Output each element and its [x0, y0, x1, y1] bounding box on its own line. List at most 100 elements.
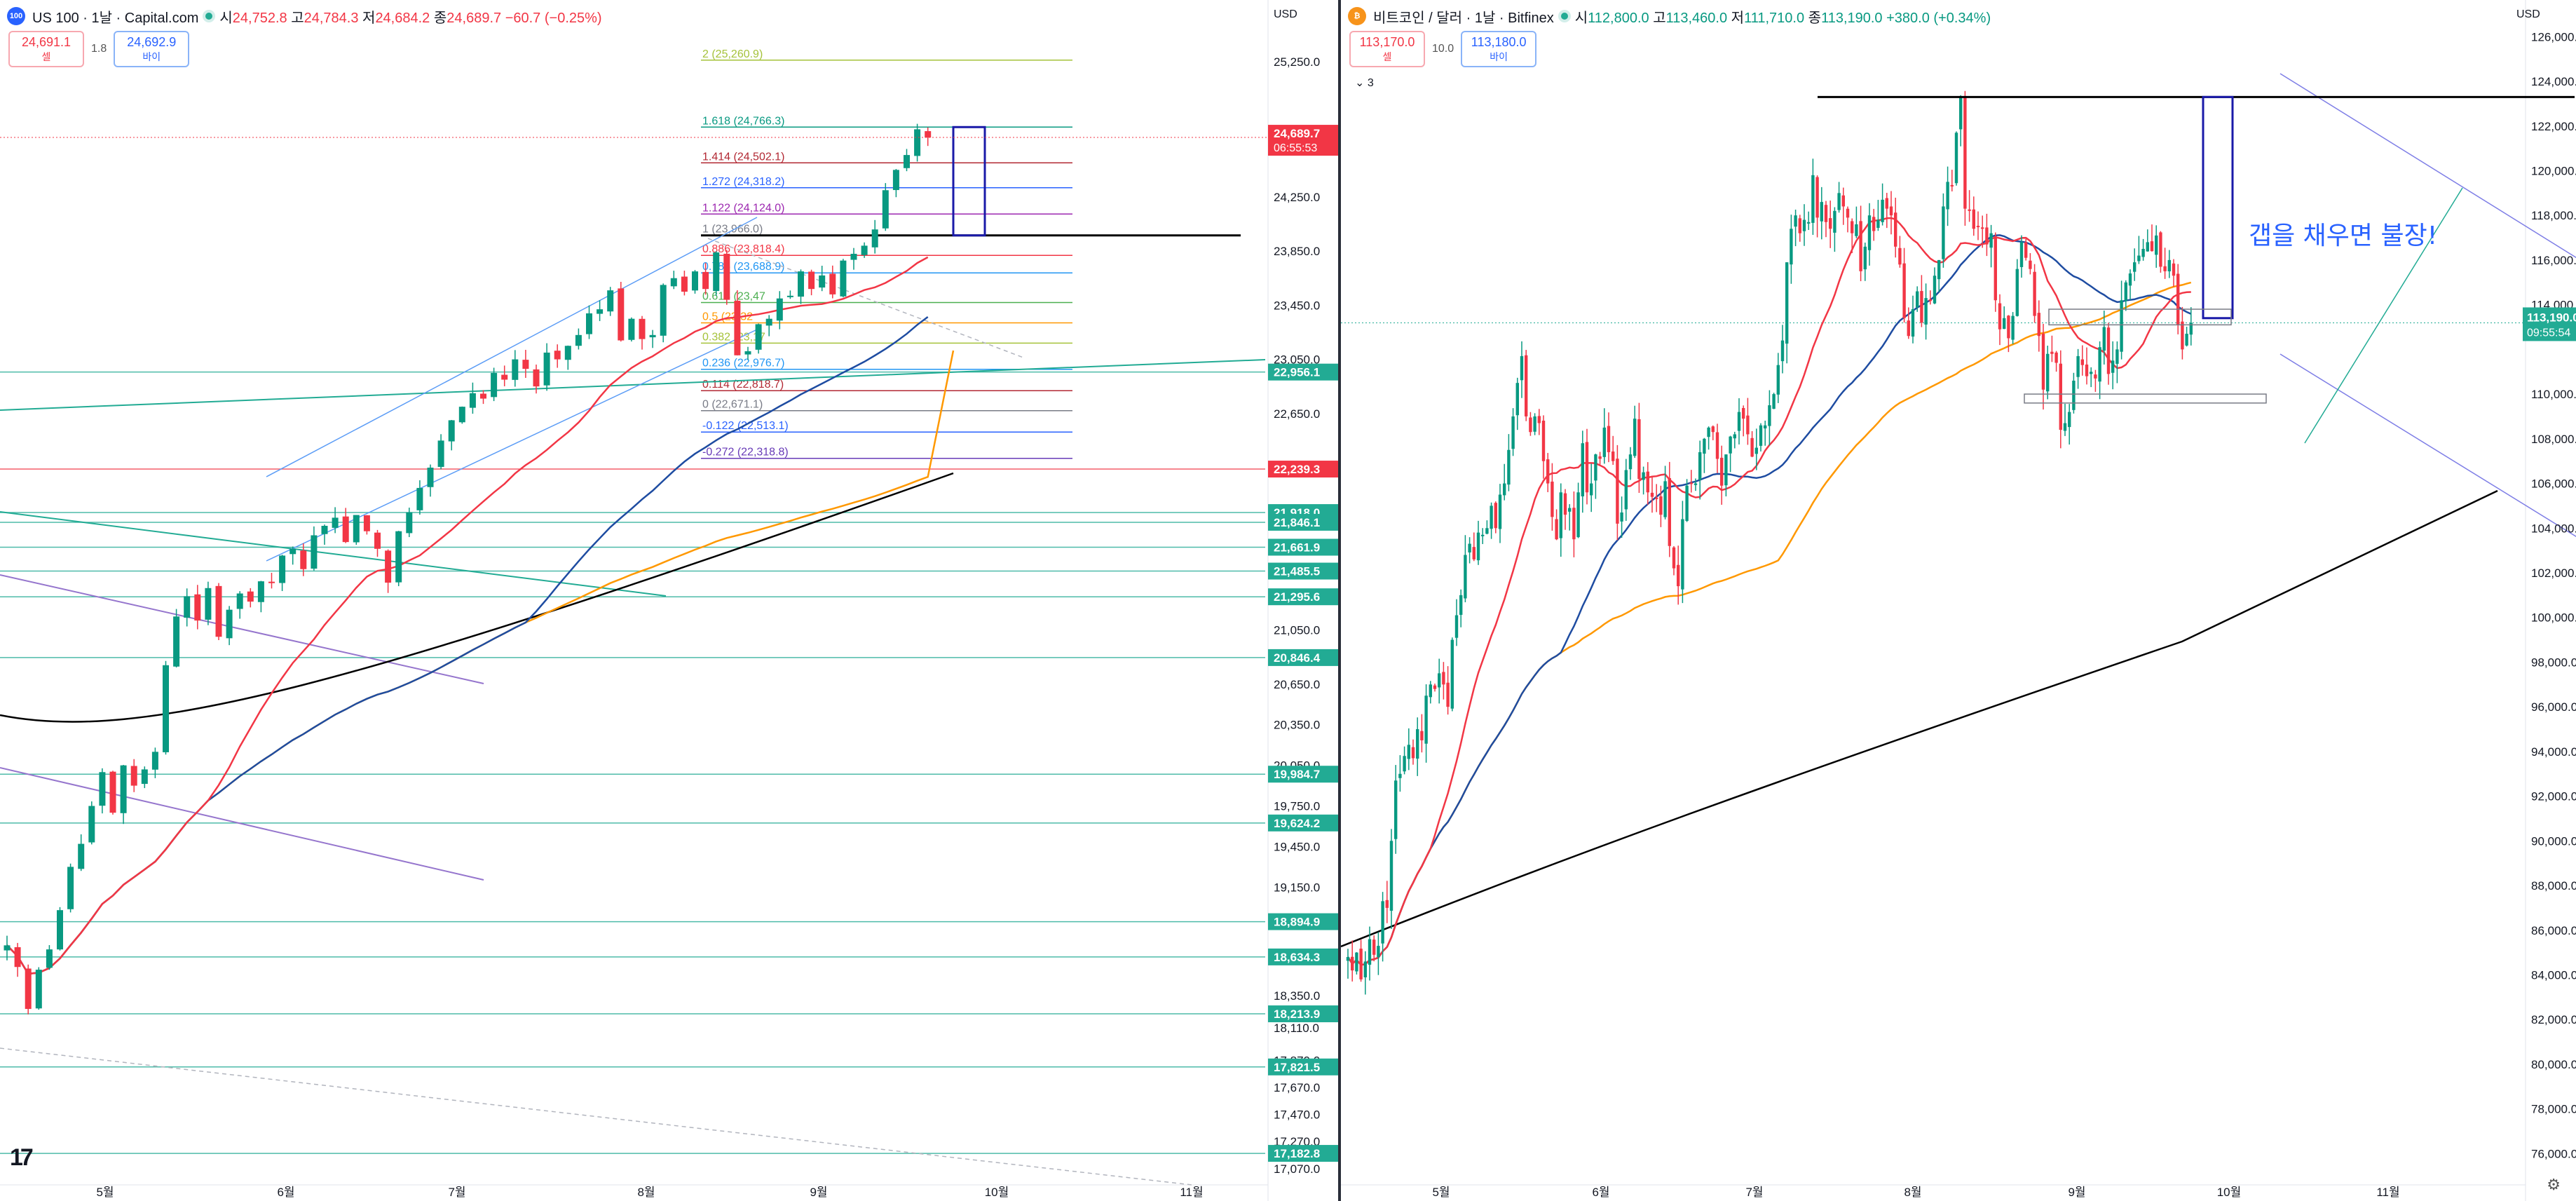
candle-body [427, 467, 434, 487]
candle-body [1672, 547, 1676, 569]
candle-body [173, 616, 180, 667]
candle-body [1746, 415, 1750, 435]
candle-body [1585, 442, 1589, 493]
candle-body [1677, 564, 1680, 587]
price-level-tag [1268, 461, 1338, 478]
candle-body [2133, 262, 2137, 272]
price-level-tag-label: 19,624.2 [1274, 817, 1320, 830]
us100-buy-button[interactable]: 24,692.9 바이 [114, 31, 190, 67]
candle-body [1459, 595, 1463, 615]
btc-title[interactable]: 비트코인 / 달러 · 1날 · Bitfinex [1373, 10, 1554, 26]
candle-body [268, 581, 275, 583]
us100-title[interactable]: US 100 · 1날 · Capital.com [32, 10, 199, 26]
candle-body [1616, 459, 1619, 524]
candle-body [1942, 206, 1945, 259]
price-tick-label: 110,000.0 [2531, 388, 2576, 401]
us100-spread: 1.8 [91, 43, 107, 55]
candle-body [2137, 255, 2141, 262]
candle-body [1403, 756, 1406, 772]
us100-currency-label[interactable]: USD [1274, 8, 1297, 20]
candle-body [2102, 327, 2106, 351]
candle-body [1590, 483, 1593, 496]
price-level-tag [1268, 513, 1338, 531]
candle-body [406, 512, 413, 534]
candle-body [1898, 247, 1902, 265]
btc-sell-button[interactable]: 113,170.0 셀 [1349, 31, 1425, 67]
candle-body [1363, 961, 1367, 977]
candle-body [755, 324, 762, 350]
candle-body [1954, 133, 1958, 184]
candle-body [194, 594, 201, 621]
candle-body [2106, 327, 2111, 374]
candle-body [311, 535, 318, 569]
candle-body [1911, 309, 1915, 337]
price-tick-label: 19,450.0 [1274, 840, 1320, 853]
price-tick-label: 122,000.0 [2531, 120, 2576, 133]
price-level-tag-label: 17,182.8 [1274, 1147, 1320, 1160]
ma-100-line [1347, 281, 2192, 966]
candle-body [1946, 182, 1949, 210]
btc-chart-canvas[interactable]: 갭을 채우면 불장! 126,000.0 124,000.0 122,000.0 120… [1341, 0, 2576, 1201]
candle-body [882, 190, 889, 229]
candle-body [226, 609, 233, 639]
candle-body [2155, 235, 2158, 255]
candle-body [1867, 215, 1872, 250]
price-level-tag [1268, 538, 1338, 556]
candle-body [2090, 372, 2093, 374]
countdown-label: 06:55:53 [1274, 142, 1317, 154]
candle-body [904, 155, 910, 168]
candle-body [2011, 315, 2015, 340]
btc-spread: 10.0 [1432, 43, 1454, 55]
btc-buy-button[interactable]: 113,180.0 바이 [1461, 31, 1537, 67]
tradingview-logo[interactable]: 17 [10, 1144, 34, 1171]
btc-currency-label[interactable]: USD [2516, 8, 2540, 20]
candle-body [1529, 417, 1532, 433]
candle-body [1881, 199, 1884, 222]
candle-body [2015, 269, 2019, 316]
trendline [2304, 187, 2463, 444]
price-level-tag [1268, 814, 1338, 832]
indicator-collapse-toggle[interactable]: ⌄ 3 [1355, 77, 1374, 89]
price-tick-label: 88,000.0 [2531, 879, 2576, 893]
fib-level-label: -0.122 (22,513.1) [702, 420, 789, 432]
price-tick-label: 17,670.0 [1274, 1081, 1320, 1094]
candle-body [819, 275, 826, 288]
candle-body [1450, 639, 1454, 709]
candle-body [702, 271, 709, 290]
settings-gear-icon[interactable]: ⚙ [2547, 1176, 2561, 1193]
candle-body [1764, 425, 1767, 429]
trend-projection-dashed [707, 238, 1024, 358]
pane-divider[interactable] [1338, 0, 1341, 1201]
btc-chart-pane[interactable]: 갭을 채우면 불장! 126,000.0 124,000.0 122,000.0 120… [1341, 0, 2576, 1201]
us100-chart-canvas[interactable]: 2 (25,260.9) 1.618 (24,766.3) 1.414 (24,50… [0, 0, 1338, 1201]
candle-body [597, 309, 604, 314]
candle-body [2068, 412, 2071, 428]
fib-level-label: 1.414 (24,502.1) [702, 151, 784, 163]
candle-body [1351, 956, 1354, 971]
us100-chart-pane[interactable]: 2 (25,260.9) 1.618 (24,766.3) 1.414 (24,50… [0, 0, 1338, 1201]
candle-body [1468, 543, 1471, 552]
price-level-tag-label: 17,821.5 [1274, 1061, 1320, 1074]
candle-body [1768, 405, 1771, 426]
candle-body [2054, 352, 2058, 363]
price-tick-label: 118,000.0 [2531, 209, 2576, 222]
candle-body [437, 440, 444, 467]
candle-body [1633, 419, 1637, 456]
us100-sell-button[interactable]: 24,691.1 셀 [8, 31, 84, 67]
us100-trade-panel: 24,691.1 셀 1.8 24,692.9 바이 [8, 31, 190, 67]
price-level-tag [1268, 649, 1338, 666]
candle-body [1598, 456, 1602, 459]
candle-body [1790, 229, 1793, 265]
candle-body [1381, 901, 1384, 944]
candle-body [681, 276, 688, 292]
candle-body [1729, 436, 1732, 454]
candle-body [1494, 503, 1497, 529]
candle-body [4, 945, 11, 951]
candle-body [2172, 263, 2176, 276]
price-tick-label: 19,150.0 [1274, 881, 1320, 894]
candle-body [1863, 246, 1867, 270]
candle-body [1611, 451, 1615, 461]
candle-body [1650, 492, 1654, 497]
candle-body [342, 516, 349, 543]
candle-body [385, 550, 392, 583]
